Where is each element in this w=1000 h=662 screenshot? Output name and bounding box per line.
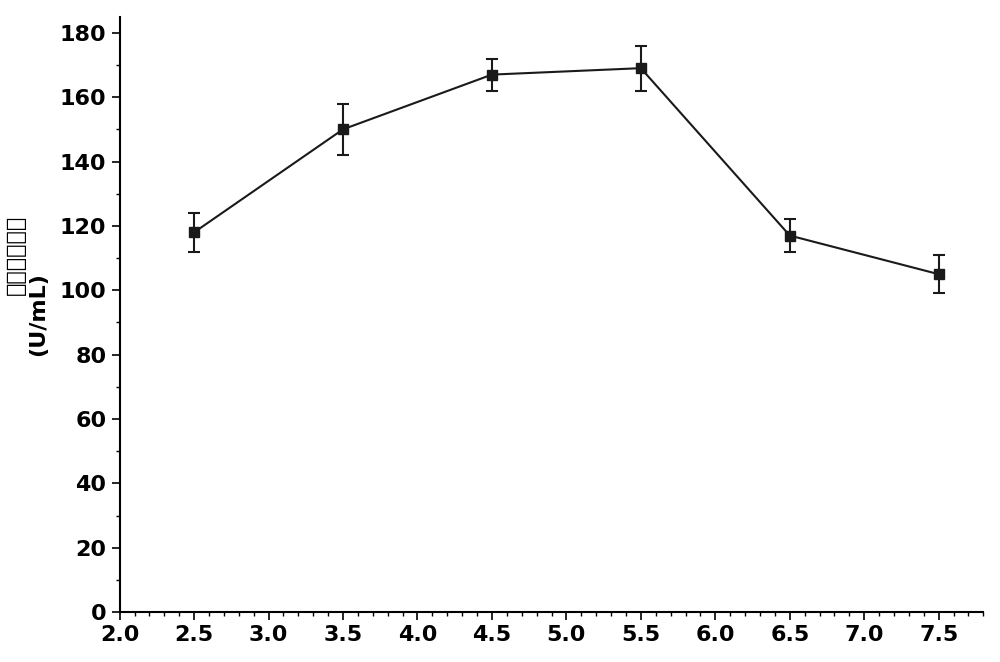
Text: 生淠粉酶产量: 生淠粉酶产量 [6,214,26,295]
Y-axis label: (U/mL): (U/mL) [29,273,49,356]
